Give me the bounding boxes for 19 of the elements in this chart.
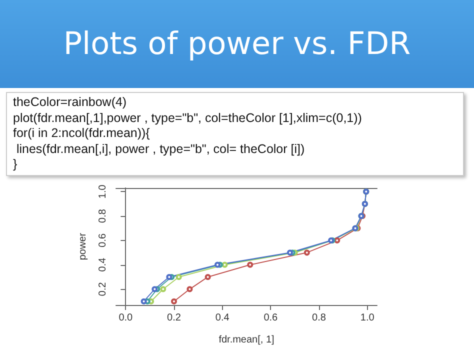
y-tick-label: 0.6 bbox=[98, 233, 108, 248]
y-tick-label: 0.8 bbox=[98, 208, 108, 223]
x-tick-label: 0.6 bbox=[264, 312, 278, 324]
text: plot(fdr.mean[,1],power , type="b", col=theColor [1],xlim=c(0,1)) bbox=[13, 110, 363, 126]
y-tick-label: 1.0 bbox=[98, 184, 108, 199]
x-tick-label: 1.0 bbox=[360, 312, 375, 324]
x-tick-label: 0.2 bbox=[167, 312, 182, 324]
text: theColor=rainbow(4) bbox=[13, 95, 128, 110]
x-tick-label: 0.0 bbox=[118, 312, 134, 324]
y-tick-label: 0.2 bbox=[98, 282, 108, 296]
chart-title: Plots of power vs. FDR bbox=[0, 0, 474, 88]
y-tick-label: 0.4 bbox=[98, 257, 108, 272]
x-tick-label: 0.8 bbox=[312, 312, 326, 324]
text: for(i in 2:ncol(fdr.mean)){ bbox=[13, 126, 151, 142]
text: } bbox=[13, 157, 18, 172]
x-tick-label: 0.4 bbox=[215, 312, 230, 324]
x-axis-title: fdr.mean[, 1] bbox=[218, 334, 275, 346]
text: lines(fdr.mean[,i], power , type="b", col= theColor [i]) bbox=[15, 142, 306, 157]
y-axis-title: power bbox=[78, 232, 88, 260]
